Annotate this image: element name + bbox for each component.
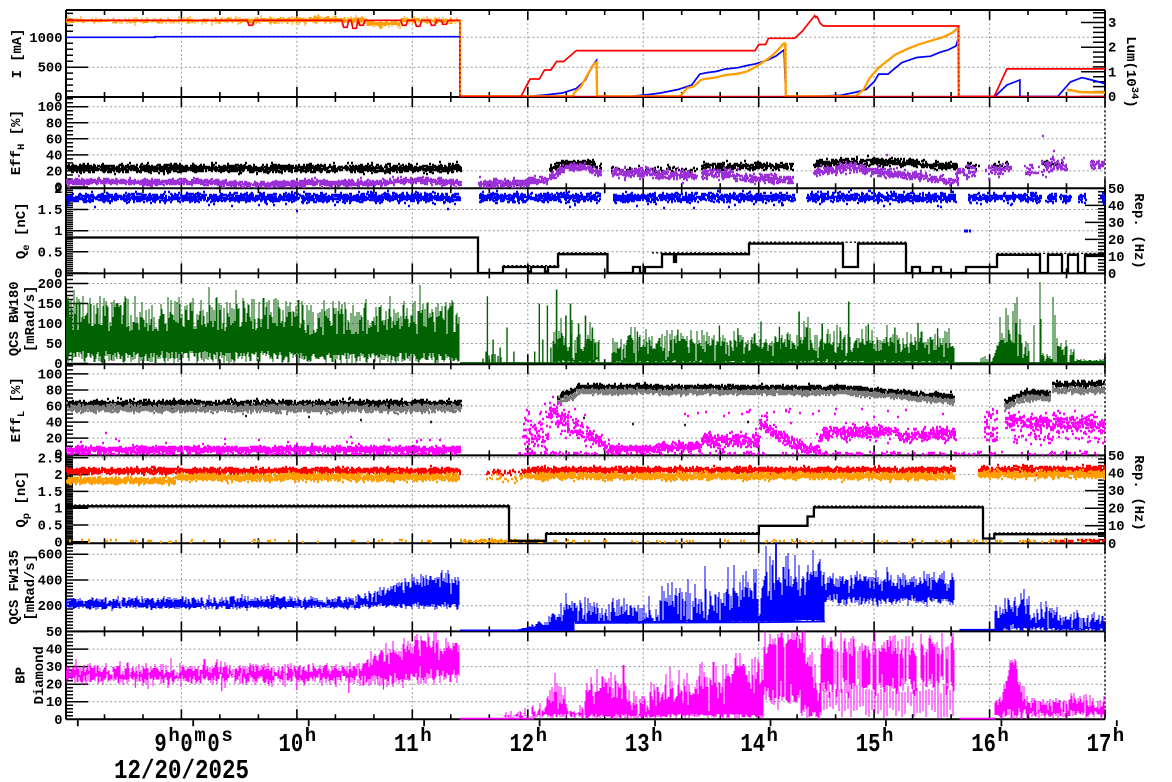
svg-text:80: 80 [46, 384, 63, 400]
svg-text:200: 200 [38, 277, 63, 293]
svg-text:12: 12 [509, 729, 534, 759]
svg-text:50: 50 [1108, 182, 1125, 198]
svg-text:Rep. (Hz): Rep. (Hz) [1130, 193, 1146, 269]
svg-text:40: 40 [46, 148, 63, 164]
svg-text:20: 20 [1108, 502, 1125, 518]
svg-text:60: 60 [46, 132, 63, 148]
svg-text:2: 2 [1108, 41, 1116, 57]
svg-text:40: 40 [46, 643, 63, 659]
svg-text:h: h [997, 725, 1008, 747]
svg-text:0: 0 [54, 713, 62, 729]
svg-text:3: 3 [1108, 16, 1116, 32]
svg-text:h: h [882, 725, 893, 747]
svg-text:0: 0 [54, 535, 62, 551]
svg-text:500: 500 [38, 61, 63, 77]
svg-text:100: 100 [38, 367, 63, 383]
svg-text:15: 15 [856, 729, 881, 759]
svg-text:h: h [305, 725, 316, 747]
svg-text:[mRad/s]: [mRad/s] [23, 554, 39, 620]
svg-text:30: 30 [1108, 484, 1125, 500]
svg-text:Rep. (Hz): Rep. (Hz) [1130, 455, 1146, 531]
svg-text:h: h [420, 725, 431, 747]
svg-text:0.5: 0.5 [38, 245, 63, 261]
svg-text:20: 20 [46, 164, 63, 180]
svg-text:600: 600 [38, 548, 63, 564]
svg-text:1.5: 1.5 [38, 485, 63, 501]
svg-text:40: 40 [1108, 467, 1125, 483]
svg-text:50: 50 [1108, 449, 1125, 465]
svg-text:1000: 1000 [29, 31, 62, 47]
svg-text:60: 60 [46, 400, 63, 416]
svg-text:14: 14 [740, 729, 765, 759]
svg-text:150: 150 [38, 297, 63, 313]
svg-text:400: 400 [38, 574, 63, 590]
svg-text:40: 40 [1108, 199, 1125, 215]
svg-text:10: 10 [46, 695, 63, 711]
svg-text:100: 100 [38, 317, 63, 333]
svg-text:Qp [nC]: Qp [nC] [14, 471, 33, 528]
svg-text:0: 0 [54, 357, 62, 373]
svg-text:50: 50 [46, 625, 63, 641]
svg-text:0: 0 [1108, 90, 1116, 106]
svg-text:BP: BP [14, 667, 30, 684]
svg-text:Qe [nC]: Qe [nC] [14, 202, 33, 259]
svg-text:20: 20 [46, 432, 63, 448]
svg-text:EffH [%]: EffH [%] [9, 110, 28, 175]
svg-text:s: s [221, 725, 232, 747]
svg-text:QCS BW180: QCS BW180 [7, 281, 23, 356]
svg-text:2: 2 [54, 468, 62, 484]
svg-text:100: 100 [38, 100, 63, 116]
svg-text:h: h [536, 725, 547, 747]
svg-text:20: 20 [1108, 233, 1125, 249]
svg-text:h: h [168, 725, 179, 747]
svg-text:1: 1 [54, 224, 62, 240]
svg-text:0: 0 [54, 91, 62, 107]
svg-text:h: h [767, 725, 778, 747]
svg-text:9: 9 [154, 729, 166, 759]
svg-text:0: 0 [54, 448, 62, 464]
svg-text:11: 11 [394, 729, 419, 759]
svg-text:30: 30 [1108, 216, 1125, 232]
svg-text:m: m [194, 725, 205, 747]
svg-text:1: 1 [1108, 65, 1116, 81]
svg-text:I [mA]: I [mA] [10, 29, 26, 79]
svg-text:EffL [%]: EffL [%] [9, 377, 28, 442]
svg-text:16: 16 [971, 729, 996, 759]
svg-text:0: 0 [1108, 537, 1116, 553]
svg-text:20: 20 [46, 678, 63, 694]
svg-text:0: 0 [54, 181, 62, 197]
svg-text:10: 10 [279, 729, 304, 759]
svg-text:40: 40 [46, 416, 63, 432]
svg-text:Diamond: Diamond [32, 646, 48, 704]
svg-text:50: 50 [46, 337, 63, 353]
svg-text:h: h [1113, 725, 1124, 747]
svg-text:10: 10 [1108, 519, 1125, 535]
svg-text:QCS FW135: QCS FW135 [7, 550, 23, 625]
svg-text:1.5: 1.5 [38, 203, 63, 219]
svg-text:10: 10 [1108, 250, 1125, 266]
svg-text:200: 200 [38, 599, 63, 615]
svg-text:2: 2 [54, 182, 62, 198]
svg-text:0: 0 [54, 267, 62, 283]
svg-text:0: 0 [180, 729, 192, 759]
svg-text:[mRad/s]: [mRad/s] [23, 286, 39, 352]
svg-text:0.5: 0.5 [38, 519, 63, 535]
svg-text:1: 1 [54, 502, 62, 518]
svg-text:30: 30 [46, 660, 63, 676]
svg-text:2.5: 2.5 [38, 451, 63, 467]
svg-text:12/20/2025: 12/20/2025 [114, 757, 249, 782]
svg-text:0: 0 [207, 729, 219, 759]
svg-text:80: 80 [46, 116, 63, 132]
svg-text:h: h [651, 725, 662, 747]
svg-text:13: 13 [625, 729, 650, 759]
svg-text:17: 17 [1087, 729, 1112, 759]
svg-text:0: 0 [1108, 267, 1116, 283]
